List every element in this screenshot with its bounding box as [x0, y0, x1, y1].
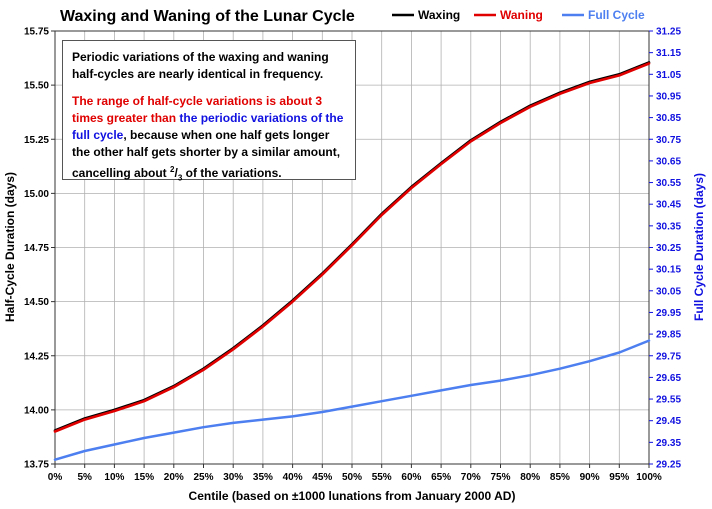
x-tick-label: 25%	[193, 472, 213, 483]
x-tick-label: 75%	[490, 472, 510, 483]
y2-tick-label: 29.75	[656, 351, 681, 362]
y-tick-label: 14.00	[24, 405, 49, 416]
y2-tick-label: 29.35	[656, 438, 681, 449]
y2-tick-label: 29.65	[656, 373, 681, 384]
legend: Waxing Waning Full Cycle	[392, 8, 645, 22]
y2-axis-label: Full Cycle Duration (days)	[692, 173, 706, 321]
x-tick-label: 85%	[550, 472, 570, 483]
y-tick-label: 14.25	[24, 351, 49, 362]
x-tick-label: 95%	[609, 472, 629, 483]
legend-label-waxing: Waxing	[418, 8, 460, 22]
y2-tick-label: 30.65	[656, 156, 681, 167]
fraction-numerator: 2	[170, 165, 175, 174]
x-tick-label: 70%	[461, 472, 481, 483]
x-tick-label: 0%	[48, 472, 63, 483]
x-tick-label: 60%	[401, 472, 421, 483]
y2-tick-label: 30.45	[656, 200, 681, 211]
x-tick-label: 40%	[283, 472, 303, 483]
x-tick-label: 55%	[372, 472, 392, 483]
y-axis-label: Half-Cycle Duration (days)	[3, 172, 17, 322]
x-tick-label: 65%	[431, 472, 451, 483]
y2-tick-label: 30.05	[656, 286, 681, 297]
y-axis-right: 29.25 29.35 29.45 29.55 29.65 29.75 29.85 29.95…	[649, 27, 681, 471]
y2-tick-label: 29.45	[656, 416, 681, 427]
annotation-blue-text: the periodic variations of the full cycl…	[72, 111, 344, 142]
x-tick-label: 35%	[253, 472, 273, 483]
x-tick-label: 5%	[77, 472, 92, 483]
series-waning	[53, 62, 651, 433]
y-tick-label: 15.50	[24, 81, 49, 92]
y2-tick-label: 29.95	[656, 308, 681, 319]
y2-tick-label: 30.95	[656, 91, 681, 102]
x-tick-label: 10%	[104, 472, 124, 483]
y-tick-label: 14.75	[24, 243, 49, 254]
y2-tick-label: 29.85	[656, 330, 681, 341]
y2-tick-label: 30.85	[656, 113, 681, 124]
x-tick-label: 80%	[520, 472, 540, 483]
annotation-box: Periodic variations of the waxing and wa…	[62, 40, 356, 182]
y-tick-label: 14.50	[24, 297, 49, 308]
fraction-denominator: 3	[177, 173, 183, 183]
x-tick-label: 45%	[312, 472, 332, 483]
y2-tick-label: 30.55	[656, 178, 681, 189]
annotation-line-2: The range of half-cycle variations is ab…	[72, 94, 344, 183]
x-tick-label: 15%	[134, 472, 154, 483]
y2-tick-label: 31.15	[656, 48, 681, 59]
y2-tick-label: 30.25	[656, 243, 681, 254]
y2-tick-label: 31.25	[656, 27, 681, 38]
y-axis-left: 13.75 14.00 14.25 14.50 14.75 15.00 15.25 15.50…	[24, 27, 55, 471]
series-full-cycle	[53, 339, 651, 461]
chart-title: Waxing and Waning of the Lunar Cycle	[60, 8, 355, 25]
annotation-rest-text: , because when one half gets longer the …	[72, 128, 341, 180]
legend-label-waning: Waning	[500, 8, 543, 22]
annotation-tail-text: of the variations.	[185, 166, 282, 180]
series-layer	[53, 61, 651, 461]
x-tick-label: 90%	[580, 472, 600, 483]
y-tick-label: 15.25	[24, 135, 49, 146]
x-tick-label: 20%	[164, 472, 184, 483]
y2-tick-label: 29.25	[656, 460, 681, 471]
y-tick-label: 15.00	[24, 189, 49, 200]
y2-tick-label: 30.35	[656, 221, 681, 232]
annotation-red-text: The range of half-cycle variations is ab…	[72, 94, 323, 125]
x-tick-label: 50%	[342, 472, 362, 483]
annotation-line-1: Periodic variations of the waxing and wa…	[72, 50, 329, 81]
legend-label-full-cycle: Full Cycle	[588, 8, 645, 22]
y-tick-label: 13.75	[24, 460, 49, 471]
y2-tick-label: 31.05	[656, 70, 681, 81]
x-axis: 0% 5% 10% 15% 20% 25% 30% 35% 40% 45% 50% 55% 60% 65%…	[48, 464, 662, 483]
x-tick-label: 30%	[223, 472, 243, 483]
y-tick-label: 15.75	[24, 27, 49, 38]
x-tick-label: 100%	[636, 472, 662, 483]
y2-tick-label: 30.75	[656, 135, 681, 146]
y2-tick-label: 29.55	[656, 395, 681, 406]
y2-tick-label: 30.15	[656, 265, 681, 276]
x-axis-label: Centile (based on ±1000 lunations from J…	[189, 489, 516, 503]
